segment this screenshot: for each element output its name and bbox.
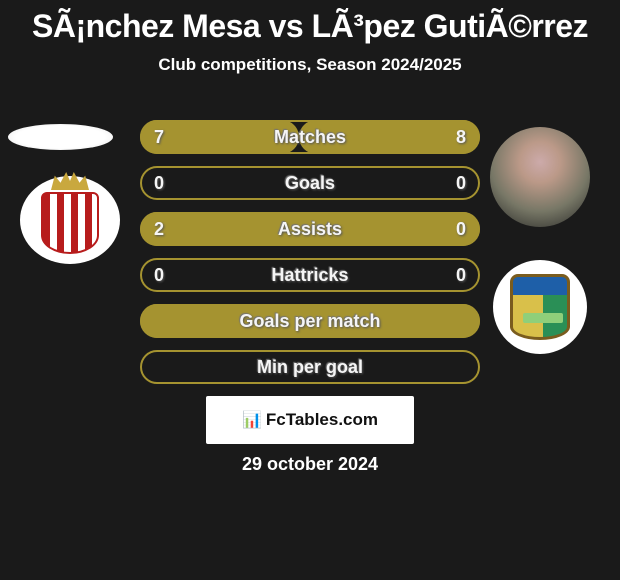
footer-date: 29 october 2024 bbox=[0, 454, 620, 475]
stat-label: Min per goal bbox=[140, 350, 480, 384]
club-left-badge bbox=[20, 176, 120, 264]
stat-label: Goals bbox=[140, 166, 480, 200]
page-title: SÃ¡nchez Mesa vs LÃ³pez GutiÃ©rrez bbox=[0, 0, 620, 45]
site-badge: 📊 FcTables.com bbox=[206, 396, 414, 444]
stat-row: 00Hattricks bbox=[140, 258, 480, 292]
stat-row: Min per goal bbox=[140, 350, 480, 384]
club-right-badge bbox=[493, 260, 587, 354]
stat-row: Goals per match bbox=[140, 304, 480, 338]
stat-label: Hattricks bbox=[140, 258, 480, 292]
stat-row: 78Matches bbox=[140, 120, 480, 154]
stats-panel: 78Matches 00Goals 20Assists 00Hattricks Goal… bbox=[140, 120, 480, 396]
stat-label: Matches bbox=[140, 120, 480, 154]
site-name: FcTables.com bbox=[266, 410, 378, 430]
chart-icon: 📊 bbox=[242, 410, 262, 430]
stat-row: 00Goals bbox=[140, 166, 480, 200]
player-left-avatar bbox=[8, 124, 113, 150]
stat-label: Goals per match bbox=[140, 304, 480, 338]
page-subtitle: Club competitions, Season 2024/2025 bbox=[0, 55, 620, 75]
player-right-avatar bbox=[490, 127, 590, 227]
stat-label: Assists bbox=[140, 212, 480, 246]
stat-row: 20Assists bbox=[140, 212, 480, 246]
